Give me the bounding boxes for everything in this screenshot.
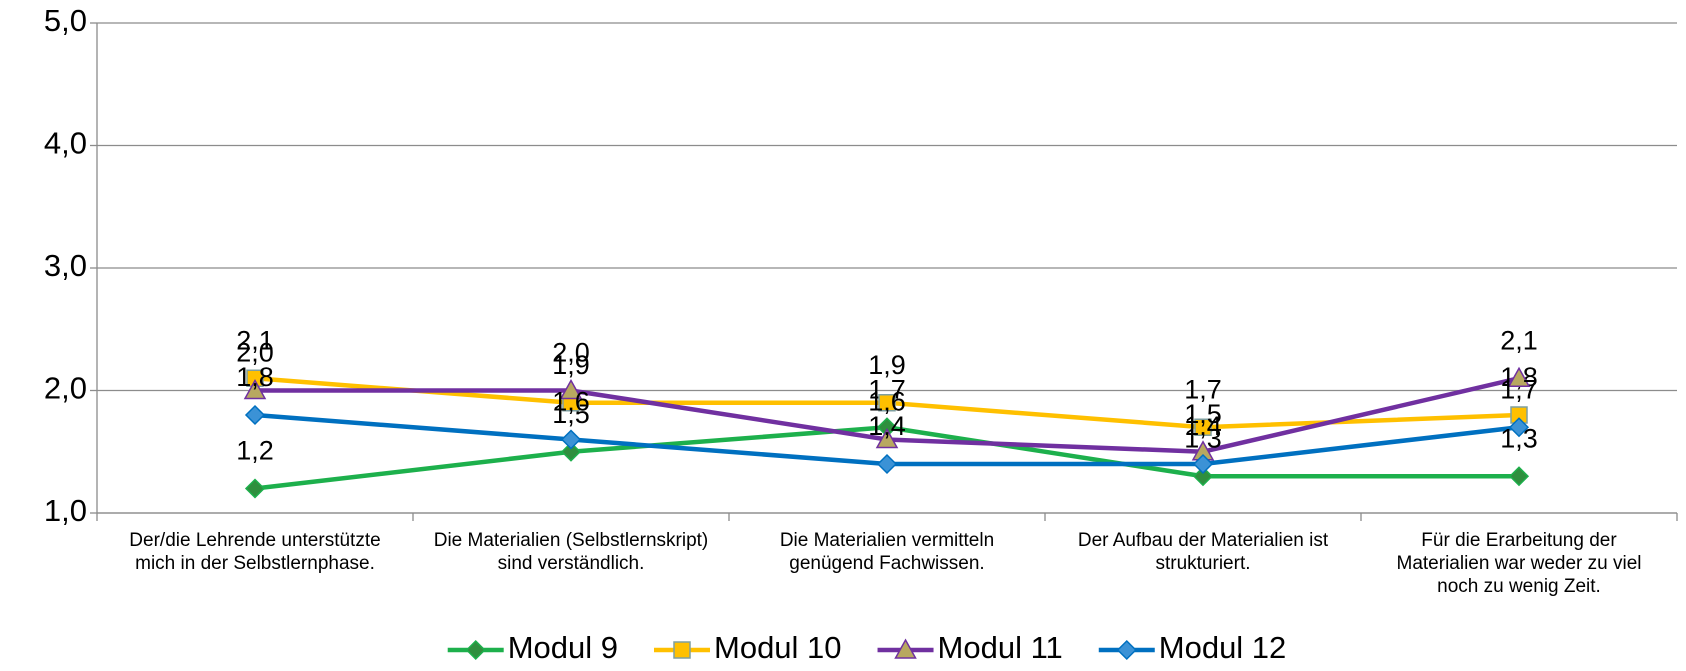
marker [244,478,266,499]
marker [894,638,917,659]
legend-label: Modul 11 [938,630,1063,665]
marker [1508,417,1530,438]
data-label: 1,7 [1500,374,1538,404]
marker [244,404,266,426]
marker [673,641,691,659]
marker [875,427,899,449]
data-label: 1,4 [868,411,906,441]
legend-label: Modul 12 [1159,630,1287,665]
marker [1116,639,1137,661]
data-label: 2,1 [236,325,274,355]
marker [1194,418,1212,436]
x-tick-label: Für die Erarbeitung der Materialien war … [1396,530,1642,597]
marker [560,429,582,450]
data-label: 1,7 [1184,374,1222,404]
marker [878,394,896,412]
marker [1508,466,1530,487]
y-tick-label: 5,0 [44,3,87,38]
marker [243,378,267,400]
y-tick-label: 4,0 [44,126,87,161]
marker [559,378,583,400]
y-tick-label: 3,0 [44,248,87,283]
data-label: 2,0 [236,338,274,368]
data-label: 1,2 [236,436,274,466]
data-label: 1,9 [868,350,906,380]
legend-label: Modul 9 [508,630,618,665]
data-label: 1,6 [552,387,590,417]
marker [876,453,898,475]
data-label: 1,9 [552,350,590,380]
marker [465,639,486,661]
marker [1192,466,1214,487]
data-label: 1,6 [868,387,906,417]
data-label: 1,5 [1184,399,1222,429]
marker [1192,453,1214,475]
legend-label: Modul 10 [714,630,842,665]
marker [560,441,582,462]
data-label: 2,0 [552,338,590,368]
data-label: 2,1 [1500,325,1538,355]
x-tick-label: Die Materialien vermitteln genügend Fach… [779,530,995,574]
x-tick-label: Der Aufbau der Materialien ist strukturi… [1077,530,1329,574]
legend: Modul 9 Modul 10 Modul 11 Modul 12 [447,630,1287,665]
data-label: 1,8 [236,362,274,392]
marker [1507,366,1531,387]
x-tick-label: Die Materialien (Selbstlernskript) sind … [433,530,709,574]
y-tick-label: 2,0 [44,371,87,406]
y-tick-label: 1,0 [44,493,87,528]
data-label: 1,4 [1184,411,1222,441]
x-tick-label: Der/die Lehrende unterstützte mich in de… [129,530,381,574]
